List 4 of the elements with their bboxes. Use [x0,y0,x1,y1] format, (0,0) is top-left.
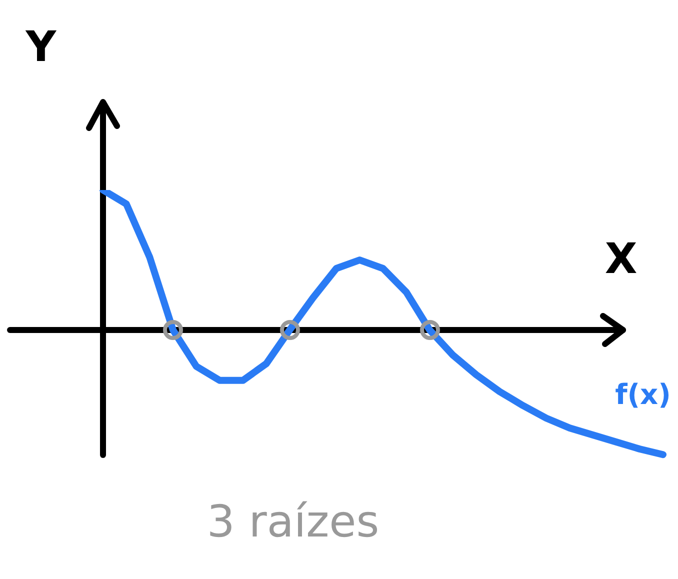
text: 3 raízes [206,496,380,548]
series-label: f(x) [615,378,671,411]
y-axis-title: Y [24,22,57,71]
x-axis-title: X [604,234,638,283]
